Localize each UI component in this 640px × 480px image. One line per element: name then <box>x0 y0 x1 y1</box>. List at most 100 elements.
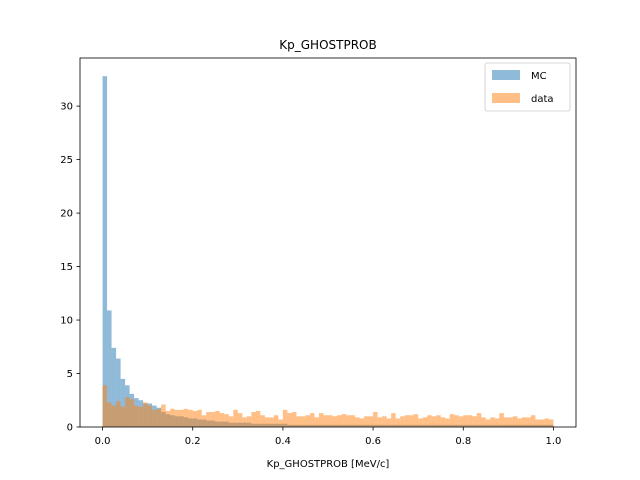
histogram-bar-data <box>174 409 180 427</box>
histogram-bar-data <box>129 399 135 427</box>
histogram-bar-data <box>521 417 527 427</box>
histogram-bar-data <box>183 408 189 427</box>
histogram-bar-mc <box>107 310 112 427</box>
histogram-bar-data <box>359 418 365 427</box>
histogram-bar-mc <box>120 378 126 427</box>
histogram-bar-data <box>287 413 292 427</box>
histogram-bar-data <box>548 419 554 427</box>
histogram-bar-data <box>264 417 270 427</box>
histogram-bar-data <box>143 402 148 427</box>
histogram-bar-data <box>332 416 338 427</box>
histogram-bar-data <box>224 414 229 427</box>
x-tick-label: 0.2 <box>185 436 201 447</box>
y-tick-label: 5 <box>67 369 73 380</box>
histogram-bar-mc <box>116 358 121 427</box>
y-tick-label: 25 <box>60 155 73 166</box>
histogram-bar-data <box>544 418 549 427</box>
bars-layer <box>102 76 554 428</box>
histogram-bar-data <box>188 409 193 427</box>
chart-title: Kp_GHOSTPROB <box>279 38 376 52</box>
histogram-bar-data <box>391 413 396 427</box>
histogram-bar-data <box>120 406 126 427</box>
histogram-bar-data <box>481 417 486 427</box>
histogram-bar-data <box>111 405 117 427</box>
histogram-bar-data <box>102 385 108 427</box>
histogram-bar-data <box>539 419 545 427</box>
histogram-bar-data <box>512 416 518 427</box>
histogram-bar-data <box>454 415 459 427</box>
histogram-bar-data <box>323 415 328 427</box>
histogram-bar-data <box>138 406 144 427</box>
histogram-bar-data <box>490 417 495 427</box>
histogram-bar-data <box>337 415 342 427</box>
y-tick-label: 15 <box>60 262 73 273</box>
histogram-bar-data <box>472 416 477 427</box>
histogram-bar-data <box>427 415 432 427</box>
histogram-bar-data <box>273 415 279 427</box>
y-tick-label: 20 <box>60 209 73 220</box>
histogram-bar-data <box>517 418 522 427</box>
histogram-bar-data <box>228 416 234 427</box>
histogram-bar-data <box>260 415 265 427</box>
histogram-bar-data <box>526 417 531 427</box>
histogram-bar-mc <box>102 76 108 428</box>
histogram-bar-data <box>192 410 198 427</box>
x-tick-label: 0.4 <box>275 436 291 447</box>
legend-label-data: data <box>531 94 554 105</box>
histogram-bar-data <box>219 413 225 427</box>
histogram-bar-data <box>463 415 468 427</box>
histogram-bar-data <box>422 417 428 427</box>
histogram-bar-data <box>309 413 315 427</box>
histogram-bar-data <box>485 419 491 427</box>
x-axis-label: Kp_GHOSTPROB [MeV/c] <box>267 459 390 470</box>
histogram-bar-data <box>341 414 347 427</box>
histogram-bar-data <box>210 412 216 427</box>
histogram-bar-data <box>404 415 410 427</box>
histogram-bar-data <box>282 409 288 427</box>
y-tick-label: 0 <box>67 423 73 434</box>
legend-swatch-data <box>492 93 520 103</box>
x-tick-label: 0.8 <box>455 436 471 447</box>
histogram-bar-mc <box>111 347 117 427</box>
histogram-bar-data <box>431 416 437 427</box>
histogram-bar-data <box>318 413 324 427</box>
histogram-bar-data <box>107 402 112 427</box>
y-tick-label: 10 <box>60 316 73 327</box>
histogram-bar-data <box>233 409 238 427</box>
histogram-bar-data <box>125 397 130 427</box>
histogram-bar-data <box>346 415 351 427</box>
histogram-bar-data <box>201 415 207 427</box>
legend-swatch-mc <box>492 70 520 80</box>
x-tick-label: 1.0 <box>546 436 562 447</box>
histogram-bar-data <box>291 412 297 427</box>
histogram-bar-data <box>436 415 441 427</box>
histogram-bar-data <box>395 418 401 427</box>
histogram-bar-data <box>494 418 500 427</box>
histogram-bar-data <box>382 416 387 427</box>
histogram-bar-data <box>255 410 261 427</box>
y-tick-label: 30 <box>60 102 73 113</box>
histogram-bar-data <box>161 404 166 427</box>
histogram-bar-data <box>409 415 414 427</box>
histogram-bar-data <box>377 417 383 427</box>
histogram-bar-data <box>328 415 333 427</box>
histogram-bar-data <box>197 409 202 427</box>
ticks-layer: 0.0 0.2 0.4 0.6 0.8 1.0 0 5 10 15 20 25 30 <box>60 102 561 447</box>
histogram-bar-data <box>179 409 184 427</box>
histogram-bar-data <box>350 415 356 427</box>
histogram-bar-data <box>237 413 243 427</box>
histogram-bar-data <box>246 416 252 427</box>
histogram-bar-data <box>368 416 374 427</box>
histogram-bar-data <box>269 417 274 427</box>
histogram-bar-data <box>413 414 419 427</box>
histogram-bar-data <box>535 419 540 427</box>
histogram-bar-data <box>147 405 153 427</box>
histogram-bar-data <box>134 405 139 427</box>
histogram-bar-data <box>400 416 405 427</box>
histogram-bar-data <box>467 415 473 427</box>
histogram-bar-data <box>530 415 536 427</box>
plot-frame <box>79 57 577 428</box>
histogram-bar-data <box>165 410 171 427</box>
histogram-bar-data <box>296 416 301 427</box>
